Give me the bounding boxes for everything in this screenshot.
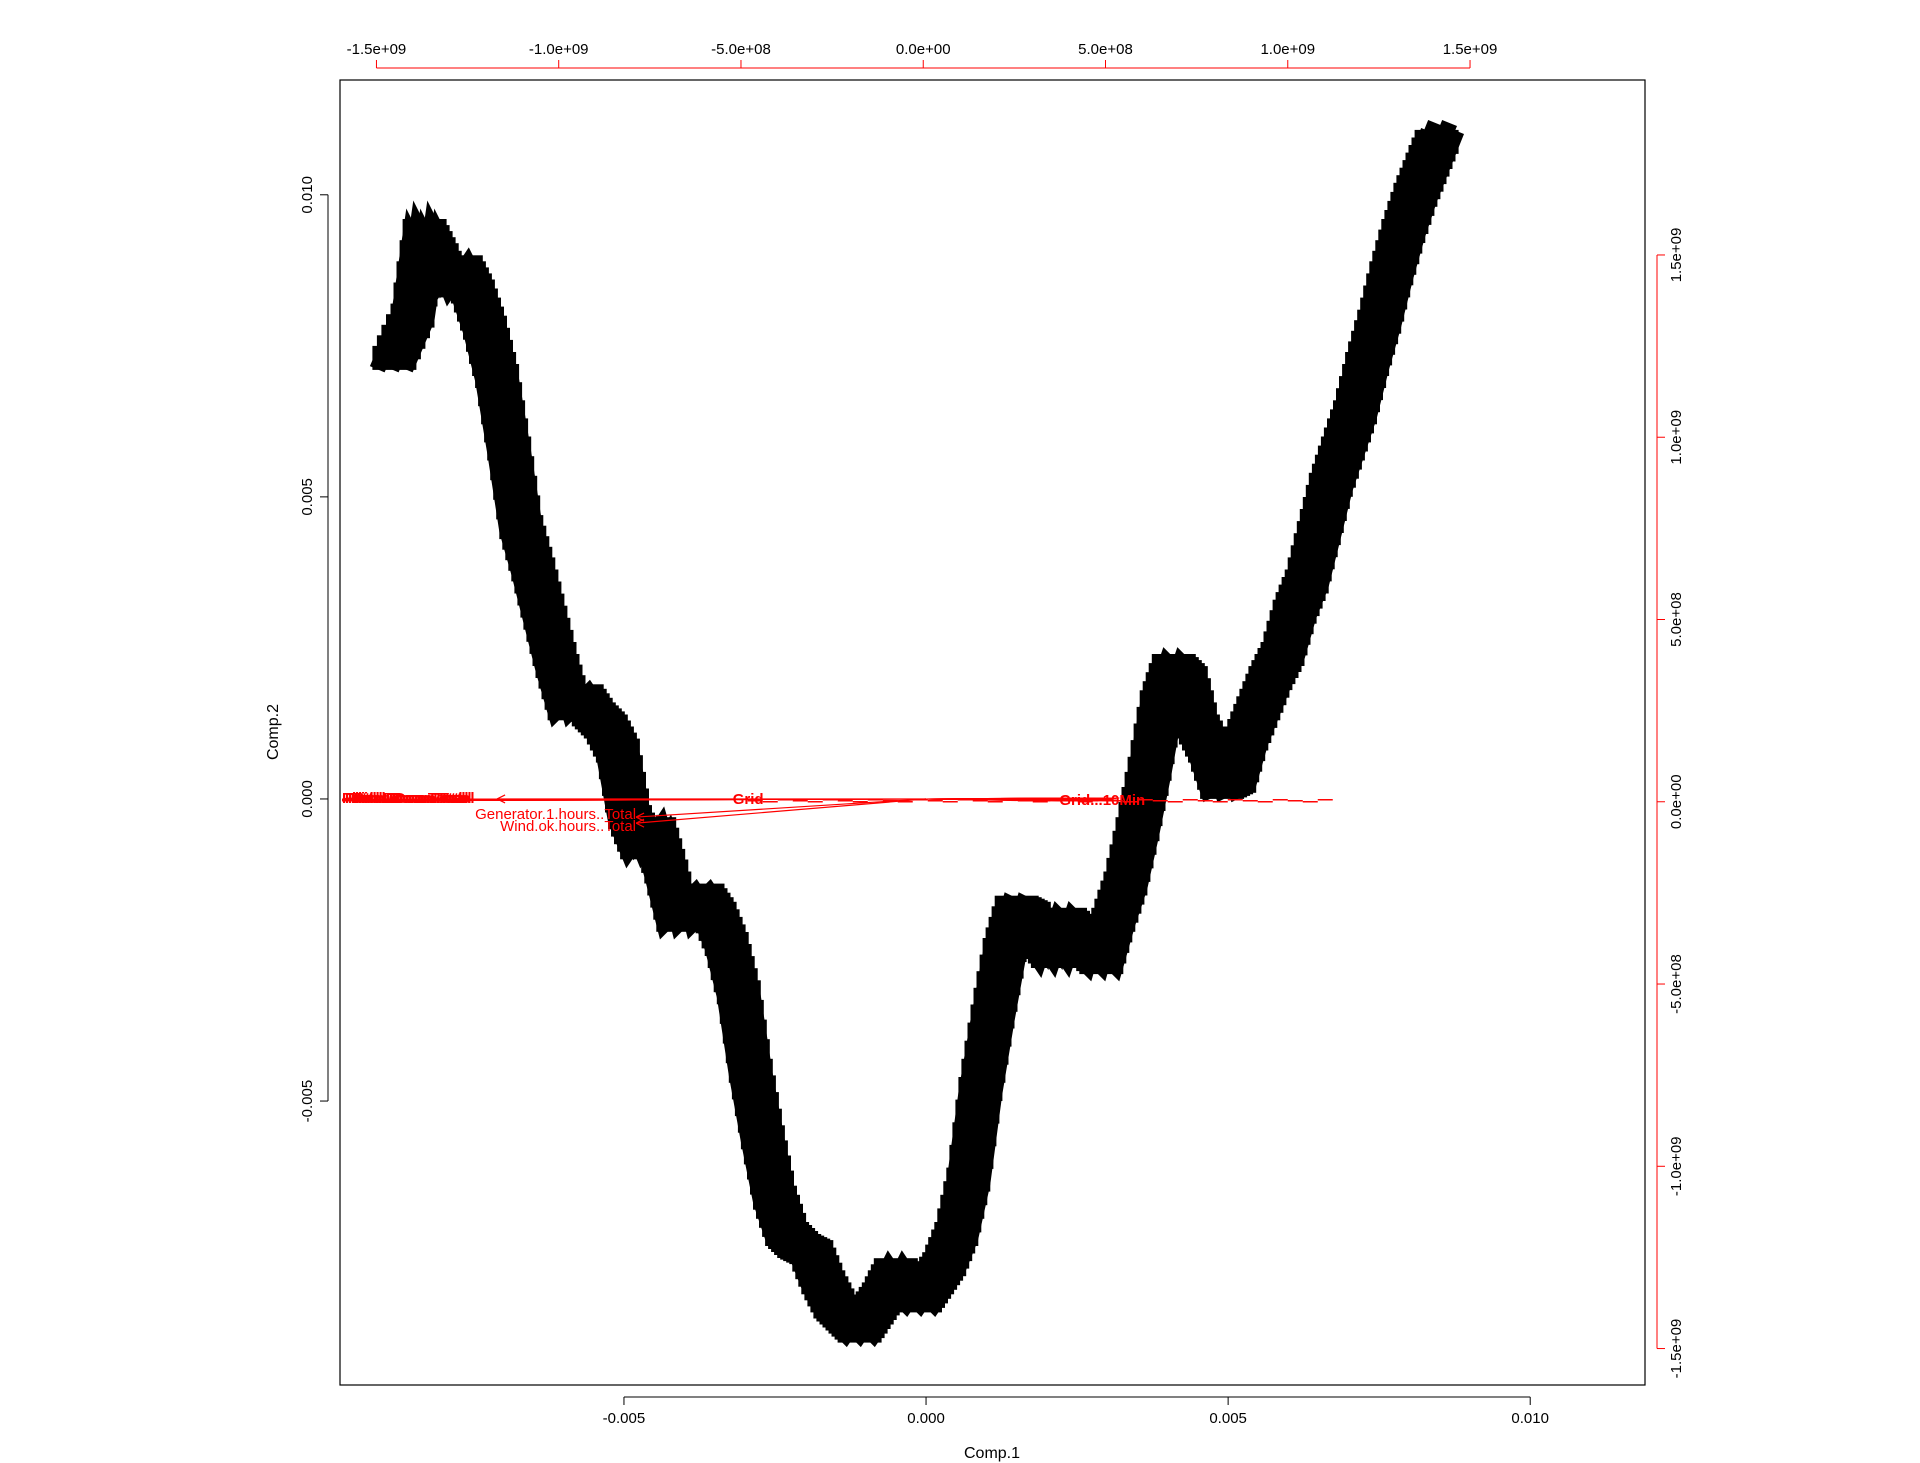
loading-label-cluster: — — [1078, 793, 1093, 810]
loading-label-cluster: — — [988, 793, 1003, 810]
loading-arrow — [926, 798, 1039, 802]
loading-label-cluster: — — [928, 792, 943, 809]
loading-label-cluster: — — [1273, 791, 1288, 808]
data-point-cluster — [390, 303, 435, 328]
trajectory-layer — [369, 119, 1465, 1348]
loading-label: Pitch.Down.Total — [345, 790, 466, 807]
loading-label-cluster: — — [1183, 791, 1198, 808]
y-axis-title: Comp.2 — [265, 704, 282, 760]
loading-label-cluster: — — [1318, 791, 1333, 808]
loading-label-cluster: — — [1198, 792, 1213, 809]
top-tick-label: 5.0e+08 — [1078, 41, 1133, 58]
y-axis-right: -1.5e+09 -1.0e+09 -5.0e+08 0.0e+00 5.0e+08 1.… — [1656, 228, 1685, 1379]
loading-label-cluster: — — [748, 792, 763, 809]
trajectory-band — [397, 127, 1465, 1348]
loading-label-cluster: — — [898, 793, 913, 810]
right-tick-label: 1.5e+09 — [1668, 228, 1685, 283]
data-point-cluster — [949, 1144, 994, 1169]
loading-label: Pitch.Down.Total — [351, 790, 472, 807]
x-axis-bottom: -0.005 0.000 0.005 0.010 — [603, 1396, 1549, 1427]
loading-label-cluster: — — [1228, 791, 1243, 808]
loading-label: Pitch.Down.Total — [342, 790, 463, 807]
top-tick-label: -1.5e+09 — [347, 41, 407, 58]
loading-label-cluster: — — [868, 791, 883, 808]
loading-label: Pitch.Down.Total — [348, 790, 469, 807]
loadings-layer: Grid— — — — — — — — — — — — — — — — — — — — — — — — — — — — — — — — — — — —… — [341, 790, 1333, 835]
loading-label-cluster: — — [1138, 791, 1153, 808]
y-tick-label: 0.010 — [299, 176, 316, 214]
loading-arrow — [636, 798, 927, 818]
loading-label-cluster: — — [808, 793, 823, 810]
top-tick-label: -1.0e+09 — [529, 41, 589, 58]
loading-label: Pitch.Down.Total — [354, 790, 475, 807]
x-tick-label: -0.005 — [603, 1410, 646, 1427]
right-tick-label: -5.0e+08 — [1668, 954, 1685, 1014]
loading-label-cluster: — — [1063, 792, 1078, 809]
loading-label-cluster: — — [1303, 793, 1318, 810]
y-tick-label: -0.005 — [299, 1080, 316, 1123]
top-tick-label: 1.0e+09 — [1260, 41, 1315, 58]
x-axis-title: Comp.1 — [964, 1445, 1020, 1462]
loading-label-cluster: — — [778, 791, 793, 808]
loading-label-cluster: — — [1213, 793, 1228, 810]
data-point-cluster — [955, 1099, 1000, 1124]
loading-label-cluster: — — [883, 792, 898, 809]
loading-label-cluster: — — [1048, 791, 1063, 808]
trajectory-band — [376, 119, 1444, 1340]
loading-arrow — [341, 798, 927, 801]
trajectory-band — [390, 119, 1458, 1340]
loading-label-cluster: — — [1033, 793, 1048, 810]
loading-label-cluster: — — [1123, 793, 1138, 810]
data-point-cluster — [946, 1167, 991, 1192]
loading-label-cluster: — — [1258, 793, 1273, 810]
loading-label-cluster: — — [958, 791, 973, 808]
trajectory-band — [383, 127, 1451, 1348]
loading-label-cluster: — — [1288, 792, 1303, 809]
loading-label: Wind.ok.hours..Total — [500, 818, 636, 835]
loading-label-cluster: — — [823, 791, 838, 808]
top-tick-label: 0.0e+00 — [896, 41, 951, 58]
loading-label-cluster: — — [1153, 792, 1168, 809]
loading-arrowhead — [635, 818, 645, 828]
right-tick-label: -1.5e+09 — [1668, 1319, 1685, 1379]
loading-label-cluster: — — [793, 792, 808, 809]
data-point-cluster — [952, 1122, 997, 1147]
plot-frame — [339, 79, 1646, 1386]
loading-label: Generator.1.hours..Total — [475, 806, 636, 823]
loading-label-cluster: — — [853, 793, 868, 810]
loading-label-cluster: — — [1003, 791, 1018, 808]
loading-label-cluster: — — [913, 791, 928, 808]
right-tick-label: 5.0e+08 — [1668, 592, 1685, 647]
right-tick-label: 0.0e+00 — [1668, 774, 1685, 829]
right-tick-label: 1.0e+09 — [1668, 410, 1685, 465]
loading-label-cluster: Grid — [733, 791, 764, 808]
x-tick-label: 0.000 — [907, 1410, 945, 1427]
loading-label-cluster: — — [973, 792, 988, 809]
loading-label-cluster: — — [1243, 792, 1258, 809]
loading-label-cluster: — — [943, 793, 958, 810]
x-tick-label: 0.010 — [1511, 1410, 1549, 1427]
right-tick-label: -1.0e+09 — [1668, 1136, 1685, 1196]
data-point-cluster — [1414, 129, 1459, 154]
loading-label-cluster: — — [763, 793, 778, 810]
loading-label-cluster: — — [1018, 792, 1033, 809]
y-tick-label: 0.005 — [299, 478, 316, 516]
loading-label: Grid...10Min — [1059, 792, 1145, 809]
loading-label-cluster: — — [1108, 792, 1123, 809]
y-axis-left: -0.005 0.000 0.005 0.010 — [299, 176, 329, 1123]
loading-label-cluster: — — [838, 792, 853, 809]
x-tick-label: 0.005 — [1209, 1410, 1247, 1427]
loading-arrow — [635, 798, 927, 824]
x-axis-top: -1.5e+09 -1.0e+09 -5.0e+08 0.0e+00 5.0e+08 1.… — [347, 41, 1498, 69]
top-tick-label: -5.0e+08 — [711, 41, 771, 58]
loading-label-cluster: — — [1093, 791, 1108, 808]
top-tick-label: 1.5e+09 — [1443, 41, 1498, 58]
loading-label-cluster: — — [1168, 793, 1183, 810]
y-tick-label: 0.000 — [299, 780, 316, 818]
